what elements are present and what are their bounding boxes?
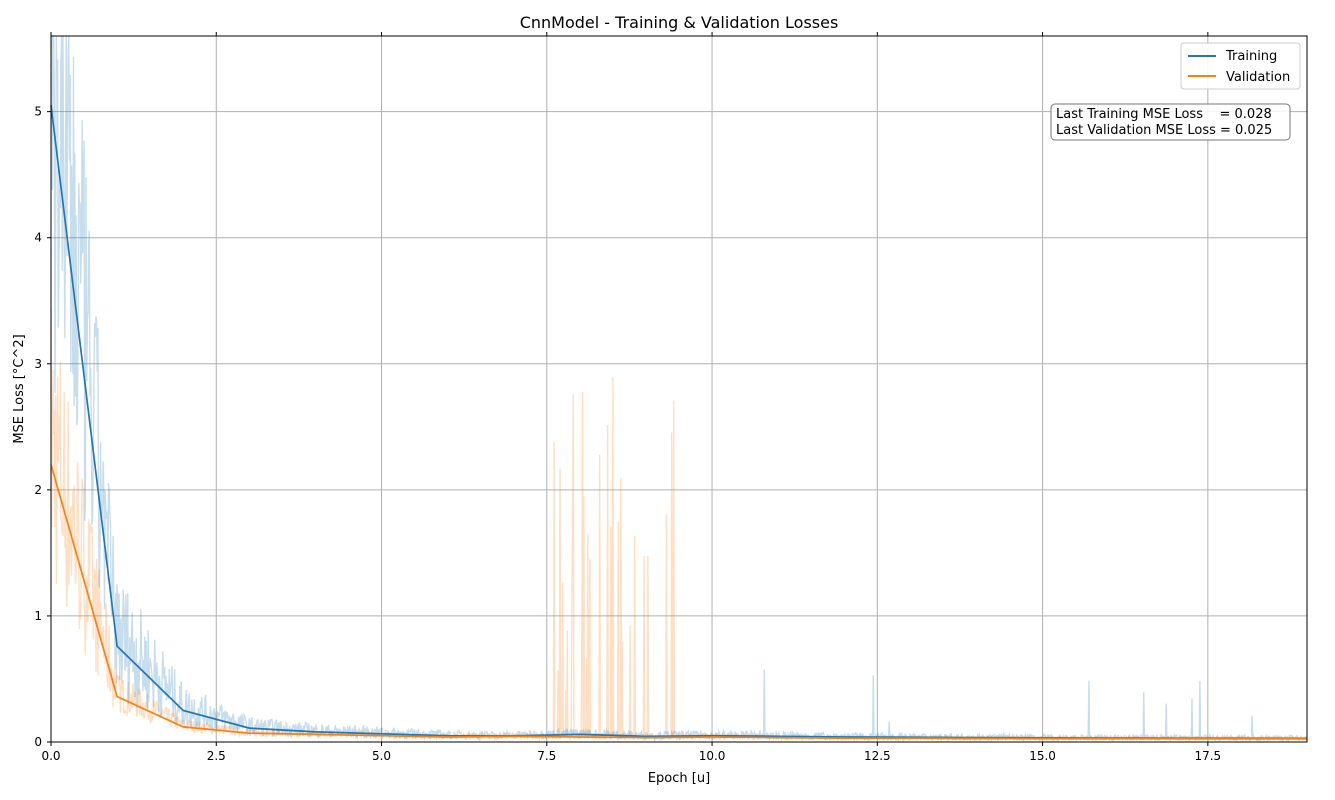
y-tick-label: 2 xyxy=(34,483,42,497)
training-line xyxy=(50,105,1308,740)
y-axis-ticks: 0 1 2 3 4 5 xyxy=(34,105,51,749)
chart-title: CnnModel - Training & Validation Losses xyxy=(520,13,839,32)
legend: Training Validation xyxy=(1180,42,1301,90)
training-batch-noise xyxy=(50,35,1308,743)
last-validation-loss-text: Last Validation MSE Loss = 0.025 xyxy=(1056,123,1272,138)
validation-batch-noise xyxy=(50,308,1308,743)
x-tick-label: 12.5 xyxy=(864,749,891,763)
raw-batch-losses xyxy=(50,35,1308,743)
y-tick-label: 4 xyxy=(34,231,42,245)
validation-line xyxy=(50,464,1307,740)
x-tick-label: 10.0 xyxy=(699,749,726,763)
x-tick-label: 17.5 xyxy=(1194,749,1221,763)
legend-label-validation: Validation xyxy=(1226,70,1290,85)
series-lines xyxy=(50,105,1308,740)
x-axis-ticks: 0.0 2.5 5.0 7.5 10.0 12.5 15.0 17.5 xyxy=(41,32,1221,763)
loss-summary-box: Last Training MSE Loss = 0.028 Last Vali… xyxy=(1050,103,1291,141)
x-tick-label: 5.0 xyxy=(372,749,391,763)
legend-box xyxy=(1180,42,1301,90)
y-tick-label: 3 xyxy=(34,357,42,371)
x-tick-label: 2.5 xyxy=(207,749,226,763)
plot-frame xyxy=(50,35,1308,743)
y-tick-label: 5 xyxy=(34,105,42,119)
grid xyxy=(51,36,1307,742)
x-tick-label: 15.0 xyxy=(1029,749,1056,763)
x-axis-label: Epoch [u] xyxy=(648,771,710,786)
y-axis-label: MSE Loss [°C^2] xyxy=(12,334,27,443)
x-tick-label: 7.5 xyxy=(537,749,556,763)
y-tick-label: 1 xyxy=(34,609,42,623)
last-training-loss-text: Last Training MSE Loss = 0.028 xyxy=(1056,107,1272,122)
legend-label-training: Training xyxy=(1225,49,1277,64)
x-tick-label: 0.0 xyxy=(41,749,60,763)
y-tick-label: 0 xyxy=(34,735,42,749)
annotation-box xyxy=(1050,103,1291,141)
